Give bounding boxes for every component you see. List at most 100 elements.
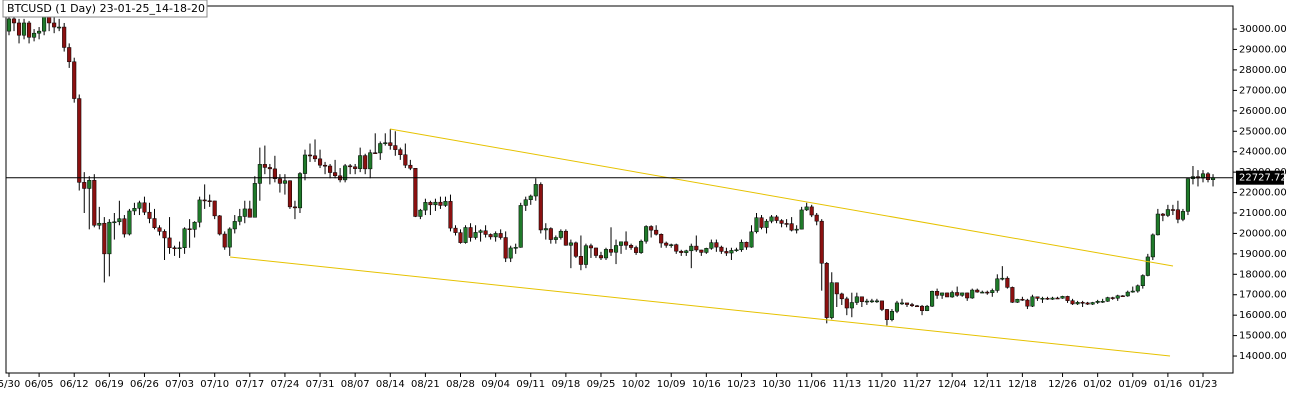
x-tick-label: 01/02 [1083, 379, 1112, 390]
y-tick-label: 14000.00 [1239, 351, 1287, 362]
candle-body [995, 278, 1000, 291]
candle-body [1130, 290, 1135, 293]
candle-body [292, 206, 298, 209]
candle-body [699, 249, 704, 253]
candle-body [358, 155, 363, 169]
candle-body [649, 226, 654, 231]
candle-body [1005, 277, 1010, 288]
candle-body [488, 234, 493, 238]
candle-body [568, 242, 573, 246]
candle-body [709, 242, 714, 249]
candle-body [297, 173, 303, 209]
y-tick-label: 17000.00 [1239, 290, 1287, 301]
candle-body [277, 178, 282, 184]
candle-body [684, 250, 689, 253]
candle-body [232, 221, 237, 230]
y-tick-label: 22000.00 [1239, 188, 1287, 199]
chart-title: BTCUSD (1 Day) 23-01-25_14-18-20 [7, 2, 205, 15]
candle-body [282, 180, 287, 184]
candle-body [533, 184, 538, 197]
candle-body [67, 47, 72, 63]
last-price-box [1236, 170, 1284, 185]
candle-body [1030, 296, 1035, 307]
x-tick-label: 11/13 [832, 379, 861, 390]
candle-body [930, 291, 935, 307]
y-tick-label: 27000.00 [1239, 85, 1287, 96]
candle-body [719, 246, 724, 252]
y-tick-label: 20000.00 [1239, 228, 1287, 239]
candle-body [1040, 297, 1045, 300]
candle-body [679, 250, 684, 253]
candle-body [42, 16, 47, 32]
candle-body [72, 61, 77, 99]
candle-body [137, 202, 142, 209]
candle-body [468, 227, 473, 238]
candle-body [854, 296, 859, 303]
trendlines [229, 128, 1174, 357]
x-tick-label: 09/04 [481, 379, 510, 390]
y-tick-label: 30000.00 [1239, 24, 1287, 35]
candle-body [197, 199, 202, 223]
y-tick-label: 25000.00 [1239, 126, 1287, 137]
candle-body [82, 182, 87, 189]
candle-body [1075, 302, 1080, 305]
candle-body [899, 302, 905, 305]
candle-body [563, 230, 568, 246]
candle-body [132, 208, 137, 212]
candle-body [644, 226, 649, 242]
candle-body [714, 242, 719, 248]
candle-body [618, 241, 624, 246]
candle-body [167, 237, 172, 248]
candle-body [1035, 296, 1040, 299]
candle-body [724, 251, 729, 254]
candle-body [1185, 178, 1190, 212]
candle-body [970, 289, 975, 299]
x-tick-label: 12/26 [1048, 379, 1077, 390]
x-tick-label: 07/17 [235, 379, 264, 390]
candle-body [629, 245, 634, 248]
candle-body [1105, 297, 1110, 302]
candle-body [894, 302, 900, 312]
candle-body [312, 155, 318, 160]
candle-body [553, 237, 558, 240]
candle-body [438, 201, 443, 206]
candle-body [965, 292, 970, 299]
candle-body [1155, 213, 1160, 236]
y-tick-label: 28000.00 [1239, 65, 1287, 76]
candle-body [634, 247, 639, 253]
candle-body [889, 311, 895, 320]
candle-body [925, 305, 930, 311]
candle-body [975, 289, 980, 293]
candle-body [513, 247, 518, 249]
candle-body [1095, 301, 1100, 303]
candle-body [37, 30, 42, 34]
candle-body [990, 290, 995, 293]
candle-body [804, 206, 809, 211]
candle-body [548, 228, 553, 240]
candle-body [127, 210, 132, 235]
candle-body [759, 217, 764, 228]
candle-body [343, 165, 348, 181]
candle-body [262, 164, 267, 168]
candle-body [945, 292, 950, 298]
candle-body [920, 305, 925, 311]
candle-body [588, 245, 593, 249]
candle-body [317, 158, 323, 166]
candle-body [6, 18, 12, 32]
candle-body [202, 199, 207, 202]
candle-body [764, 220, 769, 228]
candle-body [879, 300, 884, 310]
candle-body [107, 221, 112, 255]
x-tick-label: 06/19 [95, 379, 124, 390]
candle-body [478, 230, 483, 233]
candle-body [689, 245, 694, 252]
candle-body [1085, 302, 1090, 305]
x-tick-label: 07/10 [200, 379, 229, 390]
candle-body [1110, 297, 1115, 299]
candle-body [874, 300, 879, 303]
candle-body [749, 231, 754, 248]
candle-body [22, 22, 27, 36]
candle-body [1010, 287, 1015, 303]
candle-body [1140, 275, 1145, 286]
